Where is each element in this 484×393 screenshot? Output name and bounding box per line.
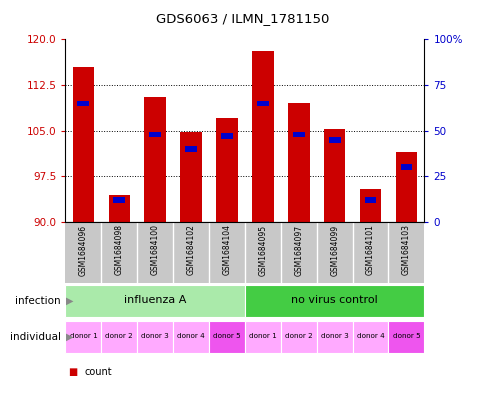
Text: individual: individual xyxy=(10,332,60,342)
Bar xyxy=(244,285,424,317)
Bar xyxy=(65,321,101,353)
Text: donor 1: donor 1 xyxy=(248,334,276,340)
Text: influenza A: influenza A xyxy=(124,295,186,305)
Bar xyxy=(388,321,424,353)
Bar xyxy=(280,321,316,353)
Text: donor 5: donor 5 xyxy=(212,334,241,340)
Text: donor 2: donor 2 xyxy=(284,334,312,340)
Bar xyxy=(395,152,416,222)
Text: ▶: ▶ xyxy=(66,332,74,342)
Text: infection: infection xyxy=(15,296,60,306)
Text: GSM1684098: GSM1684098 xyxy=(115,224,123,275)
Bar xyxy=(216,118,237,222)
Text: donor 4: donor 4 xyxy=(177,334,205,340)
Text: GDS6063 / ILMN_1781150: GDS6063 / ILMN_1781150 xyxy=(155,12,329,25)
Bar xyxy=(77,101,89,106)
Bar xyxy=(173,321,209,353)
Text: donor 5: donor 5 xyxy=(392,334,420,340)
Text: donor 3: donor 3 xyxy=(141,334,169,340)
Bar xyxy=(209,321,244,353)
Bar xyxy=(108,195,130,222)
Bar xyxy=(252,51,273,222)
Bar xyxy=(292,132,304,137)
Bar xyxy=(359,189,380,222)
Bar xyxy=(101,321,137,353)
Text: donor 1: donor 1 xyxy=(69,334,97,340)
Text: GSM1684096: GSM1684096 xyxy=(79,224,88,275)
Text: GSM1684097: GSM1684097 xyxy=(294,224,302,275)
Text: GSM1684095: GSM1684095 xyxy=(258,224,267,275)
Text: GSM1684100: GSM1684100 xyxy=(151,224,159,275)
Text: GSM1684099: GSM1684099 xyxy=(330,224,338,275)
Bar xyxy=(257,101,268,106)
Text: no virus control: no virus control xyxy=(291,295,377,305)
Bar xyxy=(149,132,161,137)
Text: donor 2: donor 2 xyxy=(105,334,133,340)
Bar xyxy=(364,197,376,203)
Text: GSM1684101: GSM1684101 xyxy=(365,224,374,275)
Bar xyxy=(328,137,340,143)
Text: GSM1684103: GSM1684103 xyxy=(401,224,410,275)
Bar xyxy=(352,321,388,353)
Bar xyxy=(65,285,244,317)
Bar xyxy=(180,132,201,222)
Text: donor 4: donor 4 xyxy=(356,334,384,340)
Bar xyxy=(221,133,232,139)
Text: count: count xyxy=(85,367,112,377)
Bar xyxy=(137,321,173,353)
Bar xyxy=(73,67,94,222)
Text: ■: ■ xyxy=(68,367,77,377)
Bar xyxy=(113,197,125,203)
Text: GSM1684104: GSM1684104 xyxy=(222,224,231,275)
Bar xyxy=(287,103,309,222)
Text: GSM1684102: GSM1684102 xyxy=(186,224,195,275)
Bar xyxy=(323,129,345,222)
Text: ▶: ▶ xyxy=(66,296,74,306)
Bar xyxy=(244,321,280,353)
Bar xyxy=(400,165,411,170)
Text: donor 3: donor 3 xyxy=(320,334,348,340)
Bar xyxy=(316,321,352,353)
Bar xyxy=(144,97,166,222)
Bar xyxy=(185,146,197,152)
